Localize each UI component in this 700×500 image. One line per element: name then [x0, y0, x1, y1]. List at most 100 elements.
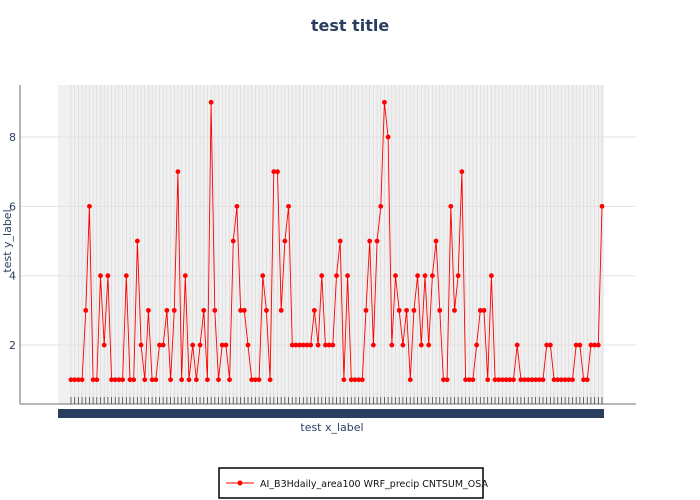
data-point	[404, 307, 409, 313]
data-point	[249, 377, 255, 383]
y-tick-labels: 2 4 6 8	[9, 131, 16, 352]
data-point	[205, 377, 210, 383]
data-point	[208, 99, 214, 105]
data-point	[562, 377, 568, 383]
data-point	[573, 342, 579, 348]
data-point	[182, 273, 188, 279]
data-point	[418, 342, 424, 348]
data-point	[168, 377, 173, 383]
data-point	[570, 377, 575, 383]
legend-box	[218, 467, 484, 499]
data-point	[138, 342, 144, 348]
chart-title: test title	[311, 16, 390, 35]
data-point	[319, 273, 325, 279]
data-point	[588, 342, 594, 348]
data-point	[341, 377, 347, 383]
data-point	[374, 238, 380, 244]
data-point	[308, 342, 314, 348]
data-point	[153, 377, 159, 383]
data-point	[238, 307, 244, 313]
y-gridlines	[20, 136, 636, 346]
data-point	[452, 307, 457, 313]
series-group	[68, 99, 605, 383]
data-point	[179, 377, 185, 383]
data-point	[584, 377, 590, 383]
data-point	[219, 342, 225, 348]
data-point	[415, 273, 421, 279]
data-point	[101, 342, 107, 348]
data-point	[555, 377, 561, 383]
data-point	[359, 377, 365, 383]
data-point	[315, 342, 321, 348]
data-point	[525, 377, 531, 383]
data-point	[109, 377, 114, 383]
data-point	[370, 342, 376, 348]
data-point	[367, 238, 373, 244]
data-point	[559, 377, 564, 383]
data-point	[411, 307, 417, 313]
data-point	[193, 377, 199, 383]
data-point	[149, 377, 155, 383]
data-point	[123, 273, 129, 279]
data-point	[429, 273, 435, 279]
y-axis-label: test y_label	[1, 209, 14, 272]
data-point	[83, 307, 89, 313]
data-point	[75, 377, 81, 383]
data-point	[68, 377, 74, 383]
data-point	[503, 377, 509, 383]
data-point	[190, 342, 196, 348]
plot-background	[58, 85, 604, 404]
data-point	[533, 377, 539, 383]
data-point	[511, 377, 516, 383]
data-point	[256, 377, 262, 383]
data-point	[94, 377, 100, 383]
legend-swatch-marker	[237, 480, 243, 486]
data-point	[455, 273, 461, 279]
x-tick-marks	[58, 397, 604, 418]
data-point	[98, 273, 103, 279]
data-point	[216, 377, 221, 383]
data-point	[544, 342, 550, 348]
data-point	[382, 99, 387, 105]
data-point	[426, 342, 432, 348]
y-tick-label: 6	[9, 200, 16, 213]
data-point	[197, 342, 203, 348]
data-point	[400, 342, 406, 348]
data-point	[337, 238, 343, 244]
data-point	[470, 377, 476, 383]
data-point	[164, 307, 170, 313]
data-point	[175, 169, 181, 175]
data-point	[522, 377, 527, 383]
data-point	[592, 342, 598, 348]
data-point	[116, 377, 122, 383]
data-point	[407, 377, 413, 383]
data-point	[529, 377, 535, 383]
legend: AI_B3Hdaily_area100 WRF_precip CNTSUM_OS…	[218, 467, 488, 499]
data-point	[444, 377, 450, 383]
data-point	[260, 273, 266, 279]
data-point	[595, 342, 601, 348]
data-point	[271, 169, 277, 175]
data-point	[448, 203, 454, 209]
data-point	[72, 377, 78, 383]
data-point	[363, 307, 369, 313]
data-point	[127, 377, 133, 383]
data-point	[474, 342, 480, 348]
data-point	[131, 377, 137, 383]
data-point	[112, 377, 118, 383]
data-point	[540, 377, 546, 383]
data-point	[433, 238, 439, 244]
y-tick-label: 4	[9, 270, 16, 283]
data-point	[348, 377, 354, 383]
data-point	[551, 377, 557, 383]
data-point	[422, 273, 428, 279]
data-point	[566, 377, 572, 383]
data-point	[463, 377, 468, 383]
data-point	[134, 238, 140, 244]
data-point	[507, 377, 513, 383]
data-point	[518, 377, 524, 383]
data-point	[378, 203, 384, 209]
data-point	[488, 273, 494, 279]
data-point	[157, 342, 162, 348]
data-point	[212, 307, 218, 313]
